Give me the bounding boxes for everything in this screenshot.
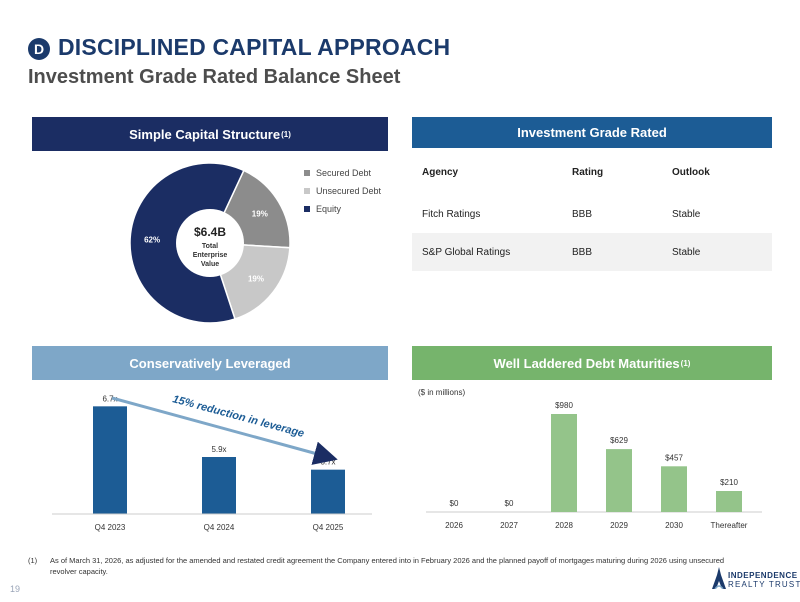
- leverage-data-label: 5.9x: [211, 445, 226, 454]
- outlook-cell: Stable: [672, 246, 701, 258]
- debt-maturities-heading-text: Well Laddered Debt Maturities: [493, 355, 680, 371]
- debt-maturities-bar-chart: $0 2026 $0 2027 $980 2028 $629 2029 $457 2030 $210…: [426, 401, 762, 530]
- maturity-data-label: $980: [555, 401, 573, 410]
- maturity-bar: [606, 449, 632, 512]
- legend-swatch: [304, 188, 310, 194]
- maturity-data-label: $629: [610, 436, 628, 445]
- footnote-text: As of March 31, 2026, as adjusted for th…: [50, 556, 725, 576]
- legend-swatch: [304, 206, 310, 212]
- maturity-tick-label: Thereafter: [711, 521, 748, 530]
- maturity-tick-label: 2026: [445, 521, 463, 530]
- section-badge: D: [28, 38, 50, 60]
- maturity-data-label: $0: [505, 499, 514, 508]
- rating-cell: BBB: [572, 208, 593, 220]
- page-subtitle: Investment Grade Rated Balance Sheet: [28, 66, 401, 88]
- table-row: Fitch Ratings BBB Stable: [412, 195, 772, 233]
- footnote-number: (1): [28, 556, 38, 565]
- agency-cell: Fitch Ratings: [422, 208, 481, 220]
- investment-grade-heading: Investment Grade Rated: [412, 117, 772, 148]
- column-header-outlook: Outlook: [672, 167, 710, 178]
- pie-data-label: 19%: [252, 209, 268, 218]
- rating-cell: BBB: [572, 246, 593, 258]
- logo-line-1: INDEPENDENCE: [728, 571, 798, 580]
- legend-item-secured-debt: Secured Debt: [304, 164, 381, 182]
- leverage-tick-label: Q4 2024: [204, 523, 235, 532]
- ratings-table-header: Agency Rating Outlook: [412, 150, 772, 195]
- reduction-arrow: [111, 396, 338, 465]
- page-title: DISCIPLINED CAPITAL APPROACH: [58, 34, 451, 60]
- center-label-line-3: Value: [201, 261, 219, 268]
- capital-structure-footnote-ref: (1): [281, 129, 291, 139]
- agency-cell: S&P Global Ratings: [422, 246, 511, 258]
- maturity-tick-label: 2027: [500, 521, 518, 530]
- leverage-data-label: 5.7x: [320, 458, 335, 467]
- legend-label: Equity: [316, 204, 342, 214]
- capital-structure-heading-text: Simple Capital Structure: [129, 126, 281, 142]
- column-header-agency: Agency: [422, 167, 459, 178]
- capital-structure-heading: Simple Capital Structure (1): [32, 117, 388, 151]
- maturity-bar: [661, 466, 687, 512]
- leverage-bar: [311, 469, 345, 514]
- debt-maturities-footnote-ref: (1): [680, 358, 691, 368]
- pie-center-hole: [176, 209, 244, 277]
- footnote: (1) As of March 31, 2026, as adjusted fo…: [28, 555, 728, 577]
- leverage-tick-label: Q4 2025: [313, 523, 344, 532]
- legend-item-equity: Equity: [304, 200, 381, 218]
- logo-mark-icon: [712, 567, 726, 589]
- company-logo: INDEPENDENCE REALTY TRUST: [712, 565, 800, 595]
- leverage-bar: [93, 406, 127, 514]
- maturity-data-label: $210: [720, 478, 738, 487]
- table-row: S&P Global Ratings BBB Stable: [412, 233, 772, 271]
- logo-line-2: REALTY TRUST: [728, 580, 800, 589]
- legend-label: Secured Debt: [316, 168, 372, 178]
- debt-maturities-heading: Well Laddered Debt Maturities (1): [412, 346, 772, 380]
- center-label-line-2: Enterprise: [193, 252, 228, 259]
- pie-data-label: 62%: [144, 236, 160, 245]
- leverage-data-label: 6.7x: [102, 394, 117, 403]
- maturity-data-label: $457: [665, 453, 683, 462]
- conservatively-leveraged-heading: Conservatively Leveraged: [32, 346, 388, 380]
- legend-label: Unsecured Debt: [316, 186, 382, 196]
- units-label: ($ in millions): [418, 388, 466, 397]
- maturity-bar: [551, 414, 577, 512]
- capital-structure-pie-chart: 19% 19% 62% $6.4B Total Enterprise Value: [129, 162, 291, 324]
- total-enterprise-value: $6.4B: [194, 225, 226, 239]
- column-header-rating: Rating: [572, 167, 604, 178]
- leverage-tick-label: Q4 2023: [95, 523, 126, 532]
- pie-data-label: 19%: [248, 274, 264, 283]
- page-number: 19: [10, 584, 21, 594]
- maturity-tick-label: 2029: [610, 521, 628, 530]
- legend-swatch: [304, 170, 310, 176]
- center-label-line-1: Total: [202, 243, 218, 250]
- maturity-tick-label: 2030: [665, 521, 683, 530]
- ratings-table: Agency Rating Outlook Fitch Ratings BBB …: [412, 150, 772, 271]
- pie-legend: Secured Debt Unsecured Debt Equity: [304, 164, 381, 218]
- maturity-bar: [716, 491, 742, 512]
- maturity-tick-label: 2028: [555, 521, 573, 530]
- outlook-cell: Stable: [672, 208, 701, 220]
- legend-item-unsecured-debt: Unsecured Debt: [304, 182, 381, 200]
- leverage-bar: [202, 457, 236, 514]
- maturity-data-label: $0: [450, 499, 459, 508]
